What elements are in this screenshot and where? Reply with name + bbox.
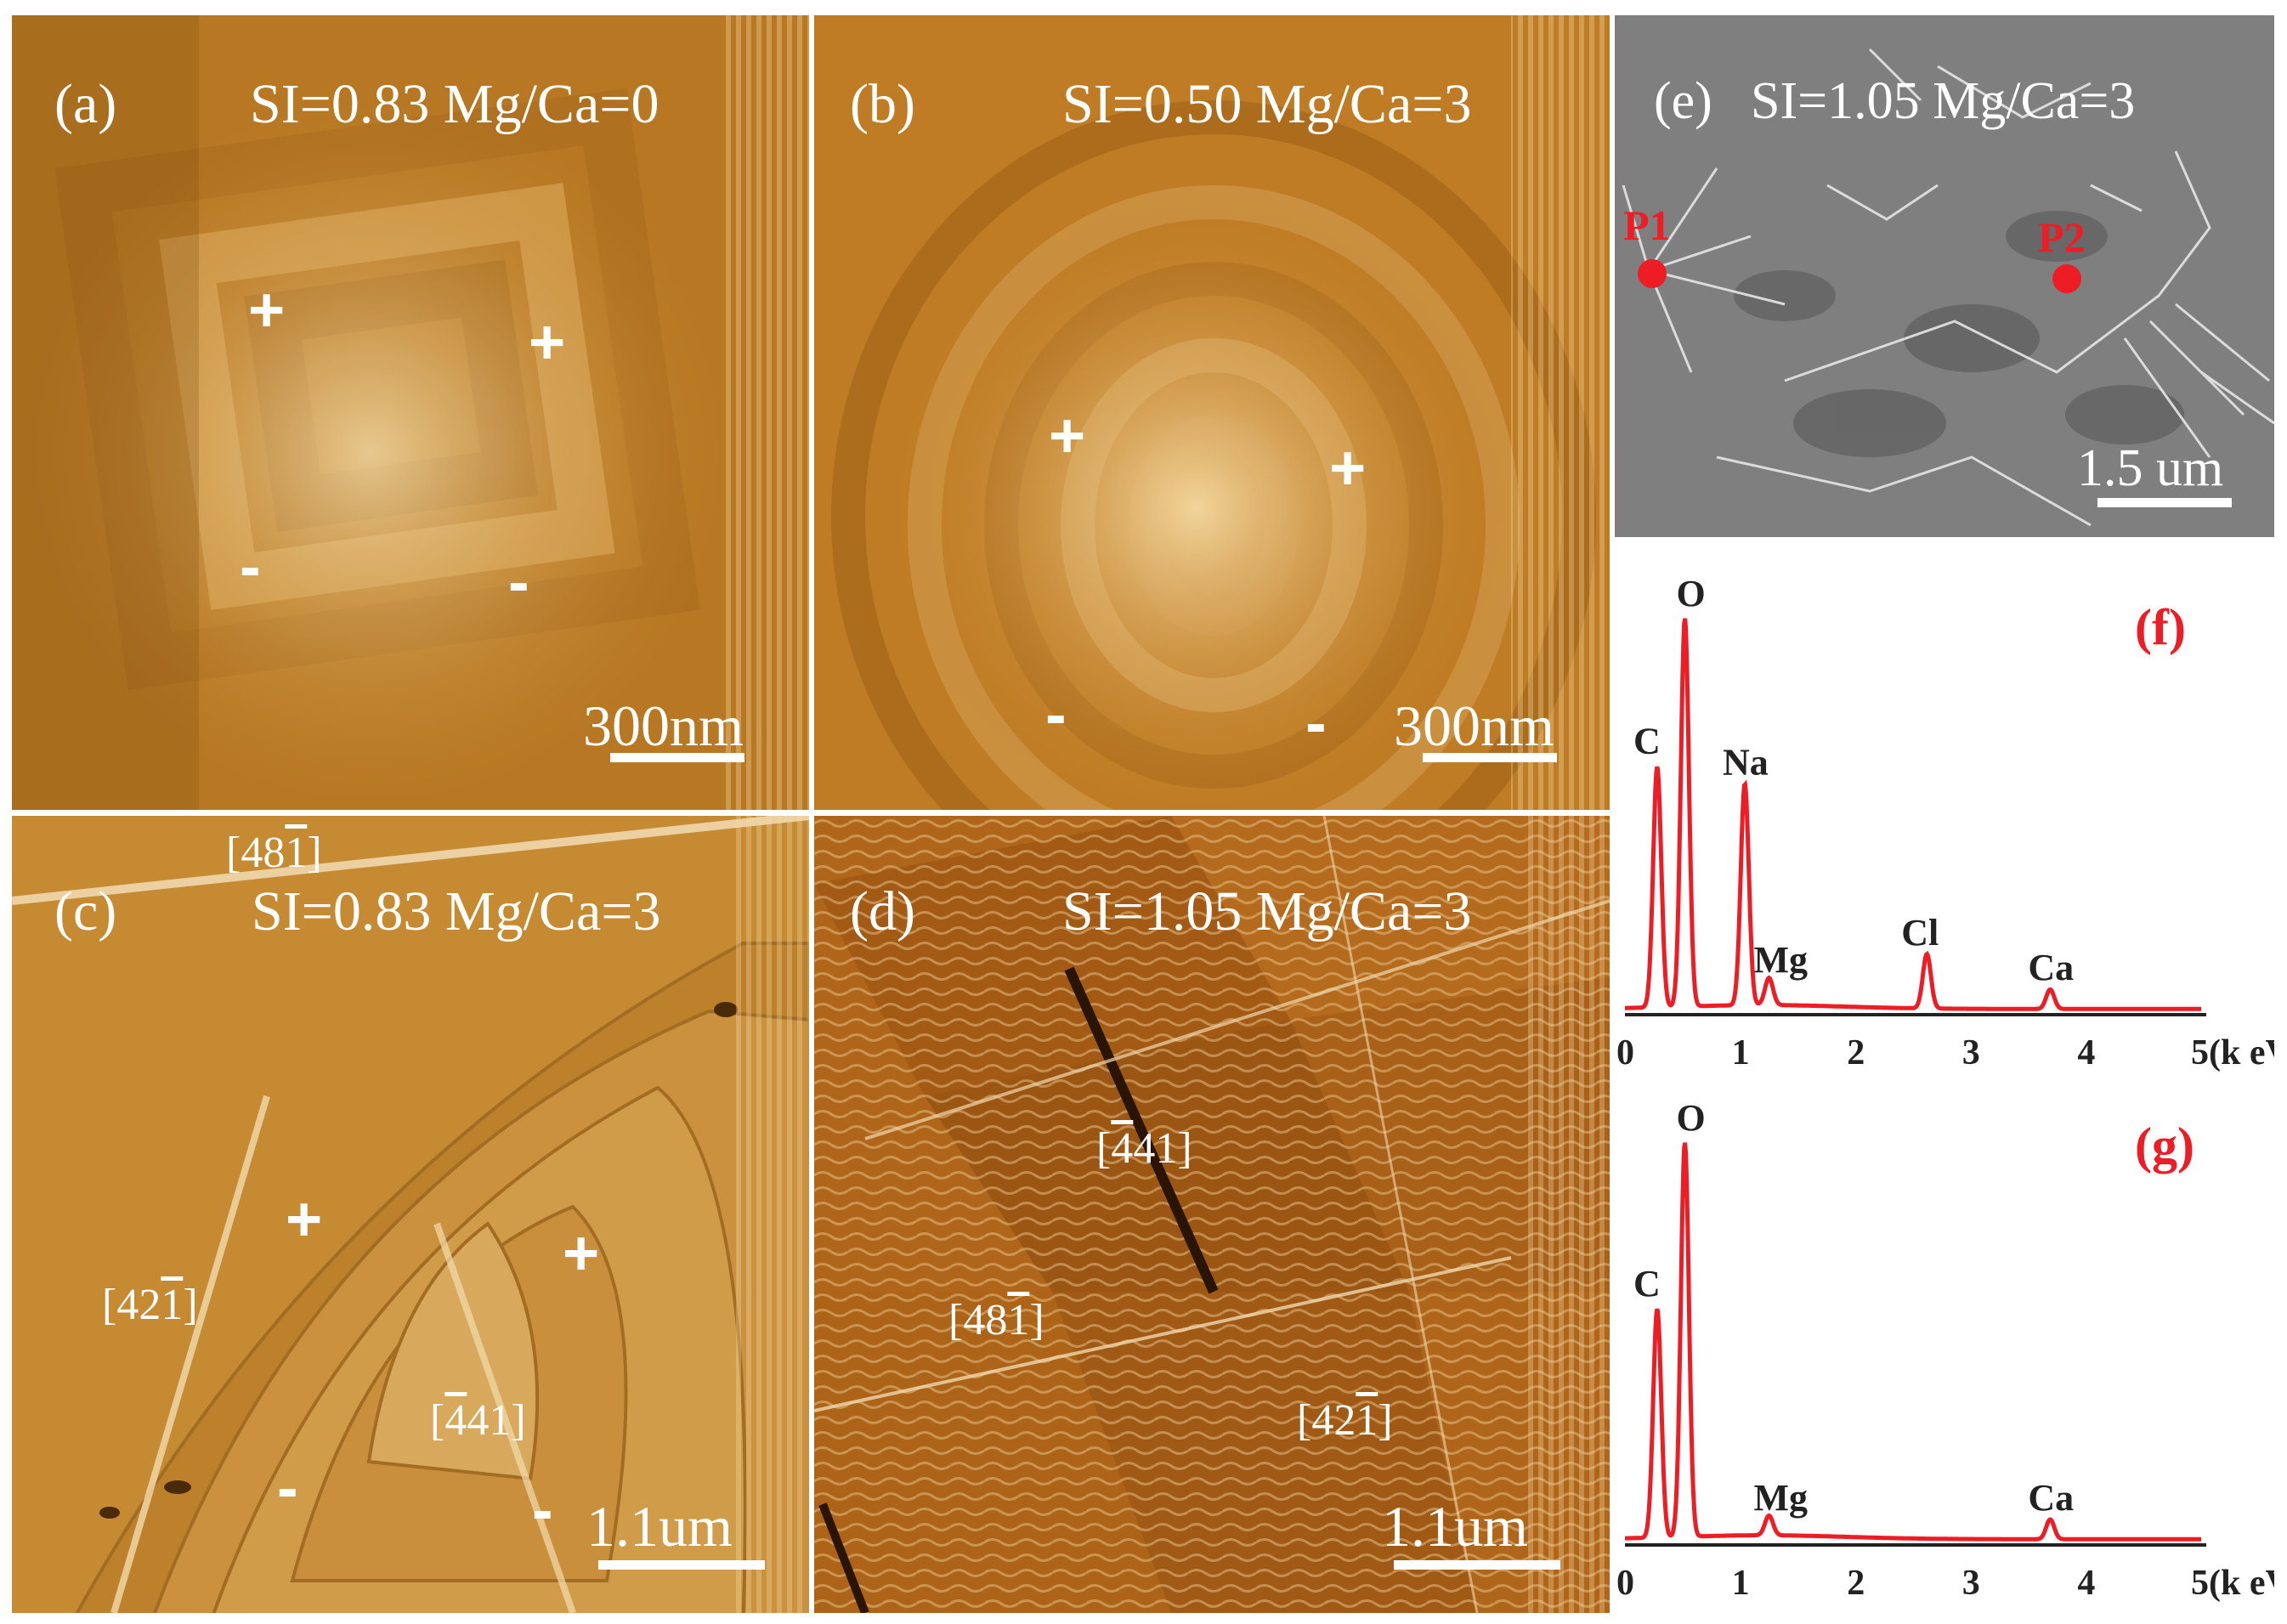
peak-label-c: C (1633, 721, 1661, 762)
x-tick-label: 2 (1847, 1033, 1865, 1072)
miller-bar-digit: 1 (1007, 1296, 1030, 1344)
miller-prefix: [48 (948, 1296, 1008, 1344)
sem-image-e (1615, 15, 2274, 537)
miller-index-42-1: [421] (102, 1283, 198, 1327)
afm-panel-a: (a) SI=0.83 Mg/Ca=0 + + - - 300nm (12, 15, 809, 810)
plus-sign: + (563, 1218, 600, 1288)
minus-sign: - (532, 1474, 553, 1545)
miller-bar-digit: 4 (1111, 1124, 1134, 1173)
x-tick-label: 3 (1962, 1033, 1980, 1072)
afm-image-c (12, 816, 809, 1613)
spectrum-panel-label: (f) (2135, 599, 2186, 655)
point-p1-marker (1638, 259, 1667, 288)
scale-label-d: 1.1um (1382, 1494, 1528, 1559)
panel-a-condition: SI=0.83 Mg/Ca=0 (250, 73, 659, 135)
minus-sign: - (1305, 688, 1327, 758)
minus-sign: - (508, 546, 529, 617)
miller-index-4bar41: [441] (1096, 1127, 1192, 1171)
miller-prefix: [48 (226, 829, 286, 877)
peak-label-mg: Mg (1754, 1477, 1809, 1519)
afm-panel-c: (c) SI=0.83 Mg/Ca=3 [481] [421] [441] + … (12, 816, 809, 1613)
point-p2-label: P2 (2038, 213, 2086, 261)
plus-sign: + (1049, 400, 1086, 471)
point-p1-label: P1 (1623, 201, 1671, 249)
scale-bar-c (598, 1560, 765, 1570)
afm-image-d (814, 816, 1610, 1613)
x-tick-label: 5(k eV) (2191, 1033, 2274, 1072)
panel-b-label: (b) (850, 73, 915, 135)
eds-spectra-area: C O Na Mg Cl Ca 0 1 2 3 4 5(k eV) (f) C O Mg Ca 0 1 2 3 4 5(k … (1615, 542, 2287, 1613)
scale-bar-b (1423, 753, 1557, 762)
point-p2-marker (2052, 264, 2081, 293)
x-tick-label: 5(k eV) (2191, 1564, 2274, 1603)
spectrum-line-f (1625, 618, 2201, 1011)
miller-prefix: [42 (102, 1281, 161, 1329)
miller-prefix: [ (430, 1396, 445, 1445)
scale-bar-e (2097, 498, 2232, 507)
scale-label-a: 300nm (583, 693, 744, 758)
afm-image-b (814, 15, 1610, 810)
scale-bar-a (610, 753, 744, 762)
panel-a-label: (a) (54, 73, 117, 135)
miller-suffix: ] (307, 829, 322, 877)
miller-bar-digit: 1 (161, 1281, 184, 1329)
peak-label-ca: Ca (2028, 947, 2074, 988)
spectrum-panel-label: (g) (2135, 1118, 2194, 1174)
minus-sign: - (1045, 679, 1067, 750)
x-tick-label: 1 (1732, 1033, 1750, 1072)
peak-label-o: O (1677, 1097, 1706, 1139)
afm-panel-d: (d) SI=1.05 Mg/Ca=3 [441] [481] [421] 1.… (814, 816, 1610, 1613)
peak-label-c: C (1633, 1263, 1661, 1304)
peak-label-mg: Mg (1754, 939, 1809, 981)
sem-panel-e: (e) SI=1.05 Mg/Ca=3 P1 P2 1.5 um (1615, 15, 2274, 537)
scale-label-e: 1.5 um (2077, 439, 2224, 497)
scale-label-b: 300nm (1394, 693, 1554, 758)
x-tick-label: 0 (1616, 1564, 1634, 1603)
x-tick-label: 4 (2077, 1033, 2095, 1072)
miller-suffix: 41] (467, 1396, 526, 1445)
spectrum-line-g (1625, 1142, 2201, 1542)
miller-index-48-1: [481] (948, 1299, 1044, 1343)
peak-label-ca: Ca (2028, 1477, 2074, 1519)
minus-sign: - (277, 1452, 298, 1523)
miller-index-4bar41: [441] (430, 1399, 526, 1443)
afm-image-a (12, 15, 809, 810)
peak-label-na: Na (1723, 742, 1769, 784)
miller-prefix: [ (1096, 1124, 1112, 1173)
scale-label-c: 1.1um (586, 1494, 733, 1559)
eds-spectra-svg: C O Na Mg Cl Ca 0 1 2 3 4 5(k eV) (f) C O Mg Ca 0 1 2 3 4 5(k … (1616, 573, 2287, 1603)
miller-suffix: ] (183, 1281, 198, 1329)
minus-sign: - (240, 531, 261, 602)
panel-d-condition: SI=1.05 Mg/Ca=3 (1062, 880, 1472, 942)
x-tick-label: 1 (1732, 1564, 1750, 1603)
panel-b-condition: SI=0.50 Mg/Ca=3 (1062, 73, 1472, 135)
miller-bar-digit: 1 (1356, 1396, 1378, 1445)
miller-suffix: ] (1029, 1296, 1044, 1344)
panel-c-condition: SI=0.83 Mg/Ca=3 (252, 880, 661, 942)
x-tick-label: 4 (2077, 1564, 2095, 1603)
miller-suffix: 41] (1133, 1124, 1192, 1173)
x-tick-label: 3 (1962, 1564, 1980, 1603)
plus-sign: + (1329, 433, 1367, 503)
x-tick-label: 0 (1616, 1033, 1634, 1072)
miller-bar-digit: 4 (444, 1396, 467, 1445)
plus-sign: + (286, 1184, 323, 1254)
miller-index-42-1: [421] (1297, 1399, 1393, 1443)
plus-sign: + (529, 307, 566, 377)
miller-index-48-1: [481] (226, 831, 322, 875)
x-tick-label: 2 (1847, 1564, 1865, 1603)
miller-suffix: ] (1378, 1396, 1393, 1445)
plus-sign: + (248, 274, 286, 345)
panel-c-label: (c) (54, 880, 117, 942)
panel-d-label: (d) (850, 880, 915, 942)
scale-bar-d (1394, 1560, 1560, 1570)
peak-label-o: O (1677, 573, 1706, 614)
peak-label-cl: Cl (1901, 912, 1939, 953)
panel-e-label: (e) (1654, 72, 1712, 130)
panel-e-condition: SI=1.05 Mg/Ca=3 (1751, 72, 2136, 130)
afm-panel-b: (b) SI=0.50 Mg/Ca=3 + + - - 300nm (814, 15, 1610, 810)
miller-bar-digit: 1 (285, 829, 308, 877)
miller-prefix: [42 (1297, 1396, 1356, 1445)
